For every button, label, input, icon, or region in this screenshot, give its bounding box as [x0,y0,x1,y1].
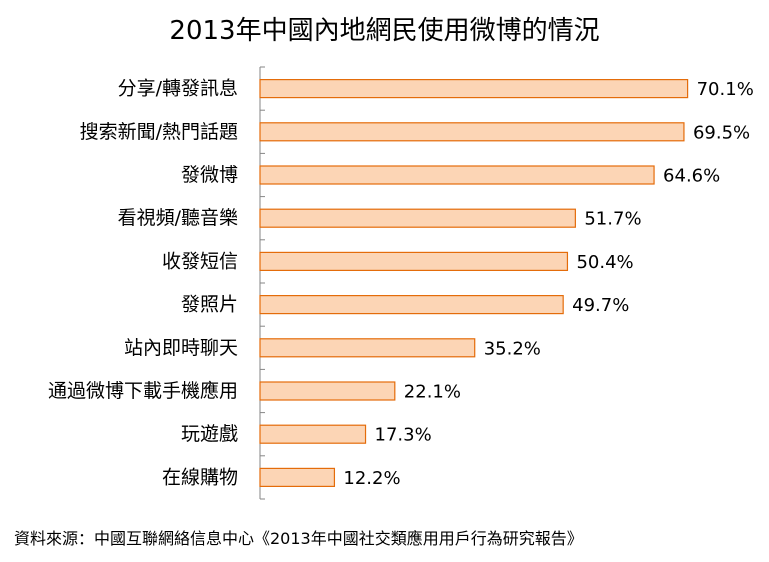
value-label: 22.1% [404,382,461,403]
bar [259,295,564,315]
bar [259,338,476,358]
category-label: 分享/轉發訊息 [118,78,238,100]
bar [259,165,655,185]
category-label: 玩遊戲 [181,423,238,445]
bar [259,78,689,99]
value-label: 51.7% [584,209,641,230]
value-label: 17.3% [375,425,432,446]
bar [259,251,569,271]
value-label: 70.1% [697,79,754,100]
bar [259,381,396,401]
bar [259,122,685,142]
category-label: 發微博 [181,164,238,186]
value-label: 64.6% [663,166,720,187]
chart-title: 2013年中國內地網民使用微博的情況 [169,16,600,46]
category-label: 通過微博下載手機應用 [48,379,238,402]
value-label: 35.2% [484,338,541,359]
bar [259,467,336,487]
value-labels: 70.1% 69.5% 64.6% 51.7% 50.4% 49.7% 35.2% 22.1%… [343,79,753,489]
value-label: 50.4% [576,252,633,273]
category-label: 搜索新聞/熱門話題 [80,121,238,143]
source-note: 資料來源：中國互聯網絡信息中心《2013年中國社交類應用用戶行為研究報告》 [14,529,583,548]
value-label: 49.7% [572,295,629,316]
bars-layer [259,78,689,487]
value-label: 69.5% [693,122,750,143]
category-label: 收發短信 [162,250,238,272]
value-label: 12.2% [343,468,400,489]
category-label: 在線購物 [162,466,238,488]
bar [259,208,576,228]
category-label: 站內即時聊天 [124,337,238,359]
category-label: 看視頻/聽音樂 [118,207,238,229]
bar [259,424,367,444]
category-labels: 分享/轉發訊息搜索新聞/熱門話題發微博看視頻/聽音樂收發短信發照片站內即時聊天通… [48,78,238,489]
bar-chart: 分享/轉發訊息搜索新聞/熱門話題發微博看視頻/聽音樂收發短信發照片站內即時聊天通… [48,66,754,500]
category-label: 發照片 [181,294,238,316]
